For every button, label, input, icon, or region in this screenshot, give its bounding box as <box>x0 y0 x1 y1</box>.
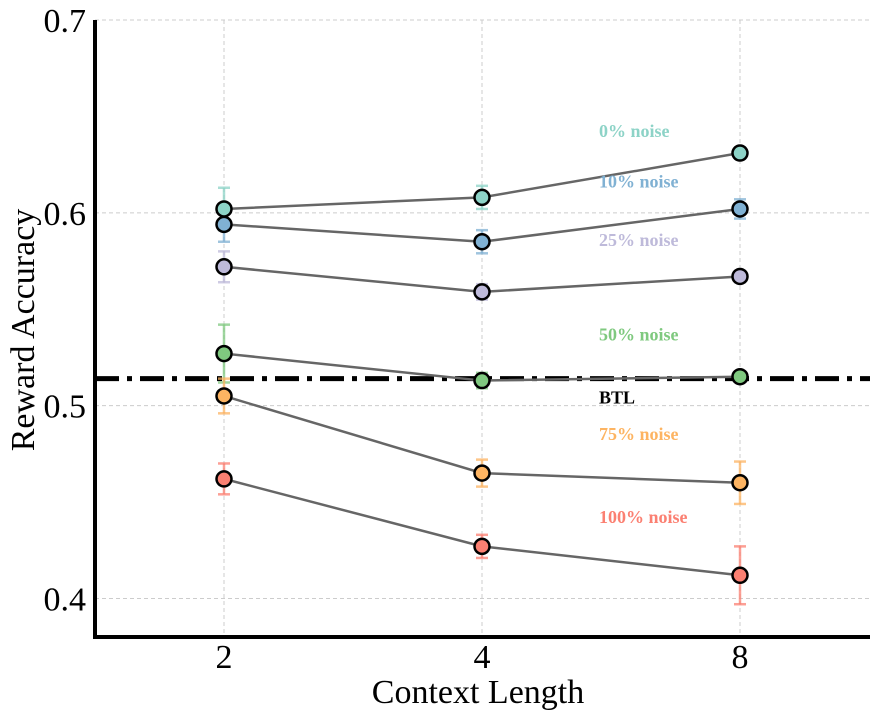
series-label: 100% noise <box>599 507 688 527</box>
series-group: 0% noise 10% noise 25% noise 50% noise 75% n… <box>215 121 749 606</box>
y-tick-label: 0.7 <box>44 3 87 40</box>
data-point <box>731 566 749 585</box>
series-label: 0% noise <box>599 121 670 141</box>
data-point <box>731 367 749 386</box>
y-tick-label: 0.6 <box>44 196 87 233</box>
x-tick-label: 4 <box>474 639 491 676</box>
data-point <box>215 344 233 363</box>
series-label: 75% noise <box>599 424 679 444</box>
axes <box>93 20 870 639</box>
series-label: 10% noise <box>599 171 679 191</box>
y-tick-label: 0.5 <box>44 389 87 426</box>
data-point <box>731 267 749 286</box>
series-label: 50% noise <box>599 325 679 345</box>
data-point <box>473 232 491 251</box>
data-point <box>215 258 233 276</box>
x-tick-label: 8 <box>732 639 749 676</box>
data-point <box>473 371 491 390</box>
x-tick-label: 2 <box>216 639 233 676</box>
data-point <box>473 464 491 482</box>
data-point <box>731 474 749 492</box>
data-point <box>473 283 491 301</box>
data-point <box>473 188 491 207</box>
data-point <box>215 200 233 218</box>
series-label: 25% noise <box>599 230 679 250</box>
y-tick-label: 0.4 <box>44 581 87 618</box>
data-point <box>731 144 749 162</box>
data-point <box>215 215 233 234</box>
data-point <box>215 387 233 405</box>
data-point <box>215 470 233 488</box>
btl-label: BTL <box>599 388 635 408</box>
y-axis-title: Reward Accuracy <box>5 209 42 452</box>
data-point <box>731 200 749 218</box>
data-point <box>473 537 491 556</box>
ticks: 0.4 0.5 0.6 0.7 2 4 8 <box>44 3 749 676</box>
x-axis-title: Context Length <box>372 674 584 711</box>
